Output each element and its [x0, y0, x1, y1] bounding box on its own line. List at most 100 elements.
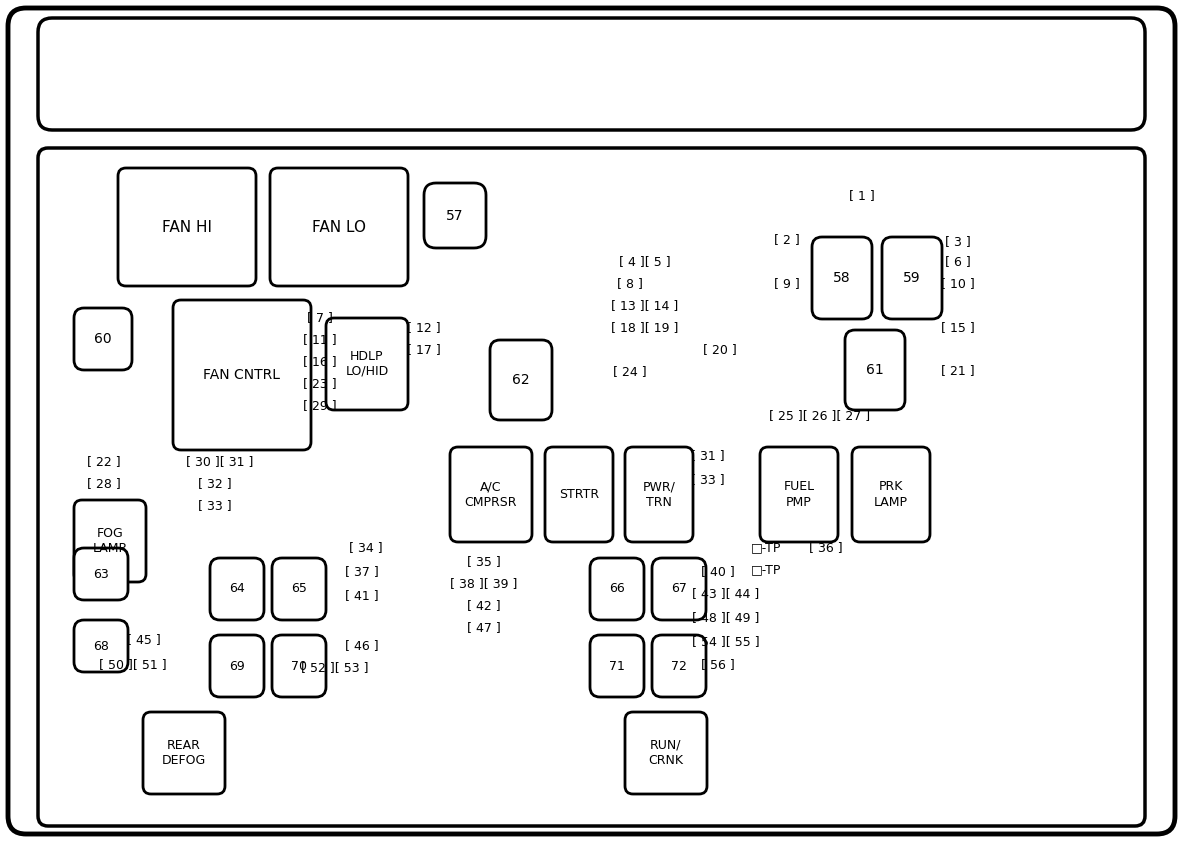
Text: [ 37 ]: [ 37 ]: [345, 566, 379, 578]
FancyBboxPatch shape: [812, 237, 872, 319]
Text: REAR
DEFOG: REAR DEFOG: [162, 739, 206, 767]
Text: [ 42 ]: [ 42 ]: [467, 600, 500, 612]
Text: 69: 69: [230, 659, 245, 673]
Text: [ 34 ]: [ 34 ]: [349, 541, 383, 555]
Text: [ 2 ]: [ 2 ]: [774, 233, 800, 247]
Text: [ 21 ]: [ 21 ]: [942, 365, 975, 377]
FancyBboxPatch shape: [852, 447, 930, 542]
Text: [ 48 ][ 49 ]: [ 48 ][ 49 ]: [692, 611, 759, 625]
FancyBboxPatch shape: [272, 558, 327, 620]
Text: FAN CNTRL: FAN CNTRL: [203, 368, 280, 382]
Text: 66: 66: [609, 583, 625, 595]
FancyBboxPatch shape: [75, 620, 128, 672]
Text: 68: 68: [93, 640, 109, 653]
Text: FOG
LAMP: FOG LAMP: [93, 527, 127, 555]
Text: 58: 58: [833, 271, 851, 285]
FancyBboxPatch shape: [883, 237, 942, 319]
FancyBboxPatch shape: [75, 548, 128, 600]
FancyBboxPatch shape: [143, 712, 225, 794]
FancyBboxPatch shape: [173, 300, 311, 450]
FancyBboxPatch shape: [424, 183, 486, 248]
FancyBboxPatch shape: [590, 558, 644, 620]
Text: [ 33 ]: [ 33 ]: [691, 473, 725, 487]
Text: [ 8 ]: [ 8 ]: [618, 278, 642, 290]
FancyBboxPatch shape: [75, 308, 132, 370]
Text: FAN LO: FAN LO: [312, 220, 366, 235]
FancyBboxPatch shape: [38, 148, 1145, 826]
Text: [ 35 ]: [ 35 ]: [467, 556, 500, 568]
Text: FAN HI: FAN HI: [162, 220, 212, 235]
Text: [ 36 ]: [ 36 ]: [809, 541, 842, 555]
FancyBboxPatch shape: [625, 447, 693, 542]
FancyBboxPatch shape: [270, 168, 408, 286]
Text: [ 52 ][ 53 ]: [ 52 ][ 53 ]: [302, 662, 369, 674]
Text: 71: 71: [609, 659, 625, 673]
FancyBboxPatch shape: [8, 8, 1175, 834]
FancyBboxPatch shape: [845, 330, 905, 410]
FancyBboxPatch shape: [590, 635, 644, 697]
Text: 61: 61: [866, 363, 884, 377]
Text: [ 13 ][ 14 ]: [ 13 ][ 14 ]: [612, 300, 679, 312]
Text: [ 50 ][ 51 ]: [ 50 ][ 51 ]: [99, 658, 167, 672]
Text: [ 33 ]: [ 33 ]: [199, 499, 232, 513]
Text: 64: 64: [230, 583, 245, 595]
Text: [ 24 ]: [ 24 ]: [613, 365, 647, 379]
Text: [ 12 ]: [ 12 ]: [407, 322, 441, 334]
Text: [ 4 ][ 5 ]: [ 4 ][ 5 ]: [619, 255, 671, 269]
Text: RUN/
CRNK: RUN/ CRNK: [648, 739, 684, 767]
Text: [ 17 ]: [ 17 ]: [407, 344, 441, 356]
Text: [ 40 ]: [ 40 ]: [702, 566, 735, 578]
Text: 59: 59: [903, 271, 920, 285]
Text: [ 47 ]: [ 47 ]: [467, 621, 500, 635]
FancyBboxPatch shape: [75, 500, 146, 582]
Text: 67: 67: [671, 583, 687, 595]
Text: 62: 62: [512, 373, 530, 387]
Text: [ 30 ][ 31 ]: [ 30 ][ 31 ]: [186, 456, 253, 468]
Text: 57: 57: [446, 209, 464, 222]
Text: [ 18 ][ 19 ]: [ 18 ][ 19 ]: [612, 322, 679, 334]
FancyBboxPatch shape: [327, 318, 408, 410]
Text: PWR/
TRN: PWR/ TRN: [642, 481, 675, 509]
FancyBboxPatch shape: [272, 635, 327, 697]
Text: [ 46 ]: [ 46 ]: [345, 640, 379, 653]
Text: [ 31 ]: [ 31 ]: [691, 450, 725, 462]
Text: [ 41 ]: [ 41 ]: [345, 589, 379, 603]
Text: 60: 60: [95, 332, 112, 346]
Text: [ 9 ]: [ 9 ]: [774, 278, 800, 290]
Text: [ 6 ]: [ 6 ]: [945, 255, 971, 269]
Text: [ 45 ]: [ 45 ]: [127, 633, 161, 647]
Text: [ 20 ]: [ 20 ]: [703, 344, 737, 356]
Text: [ 43 ][ 44 ]: [ 43 ][ 44 ]: [692, 588, 759, 600]
FancyBboxPatch shape: [450, 447, 532, 542]
Text: [ 23 ]: [ 23 ]: [303, 377, 337, 391]
Text: [ 15 ]: [ 15 ]: [942, 322, 975, 334]
Text: [ 54 ][ 55 ]: [ 54 ][ 55 ]: [692, 636, 759, 648]
Text: A/C
CMPRSR: A/C CMPRSR: [465, 481, 517, 509]
Text: PRK
LAMP: PRK LAMP: [874, 481, 909, 509]
Text: [ 7 ]: [ 7 ]: [308, 312, 332, 324]
Text: 63: 63: [93, 568, 109, 580]
FancyBboxPatch shape: [759, 447, 838, 542]
FancyBboxPatch shape: [625, 712, 707, 794]
Text: □-TP: □-TP: [751, 541, 781, 555]
FancyBboxPatch shape: [211, 635, 264, 697]
FancyBboxPatch shape: [118, 168, 256, 286]
FancyBboxPatch shape: [38, 18, 1145, 130]
Text: [ 10 ]: [ 10 ]: [942, 278, 975, 290]
Text: [ 16 ]: [ 16 ]: [303, 355, 337, 369]
FancyBboxPatch shape: [545, 447, 613, 542]
Text: [ 28 ]: [ 28 ]: [88, 477, 121, 491]
Text: [ 32 ]: [ 32 ]: [199, 477, 232, 491]
Text: 65: 65: [291, 583, 306, 595]
FancyBboxPatch shape: [211, 558, 264, 620]
Text: [ 11 ]: [ 11 ]: [303, 333, 337, 347]
Text: 72: 72: [671, 659, 687, 673]
FancyBboxPatch shape: [652, 558, 706, 620]
Text: [ 56 ]: [ 56 ]: [702, 658, 735, 672]
Text: FUEL
PMP: FUEL PMP: [783, 481, 815, 509]
Text: HDLP
LO/HID: HDLP LO/HID: [345, 350, 389, 378]
FancyBboxPatch shape: [652, 635, 706, 697]
Text: □-TP: □-TP: [751, 563, 781, 577]
Text: [ 1 ]: [ 1 ]: [849, 189, 875, 202]
Text: [ 29 ]: [ 29 ]: [303, 399, 337, 413]
